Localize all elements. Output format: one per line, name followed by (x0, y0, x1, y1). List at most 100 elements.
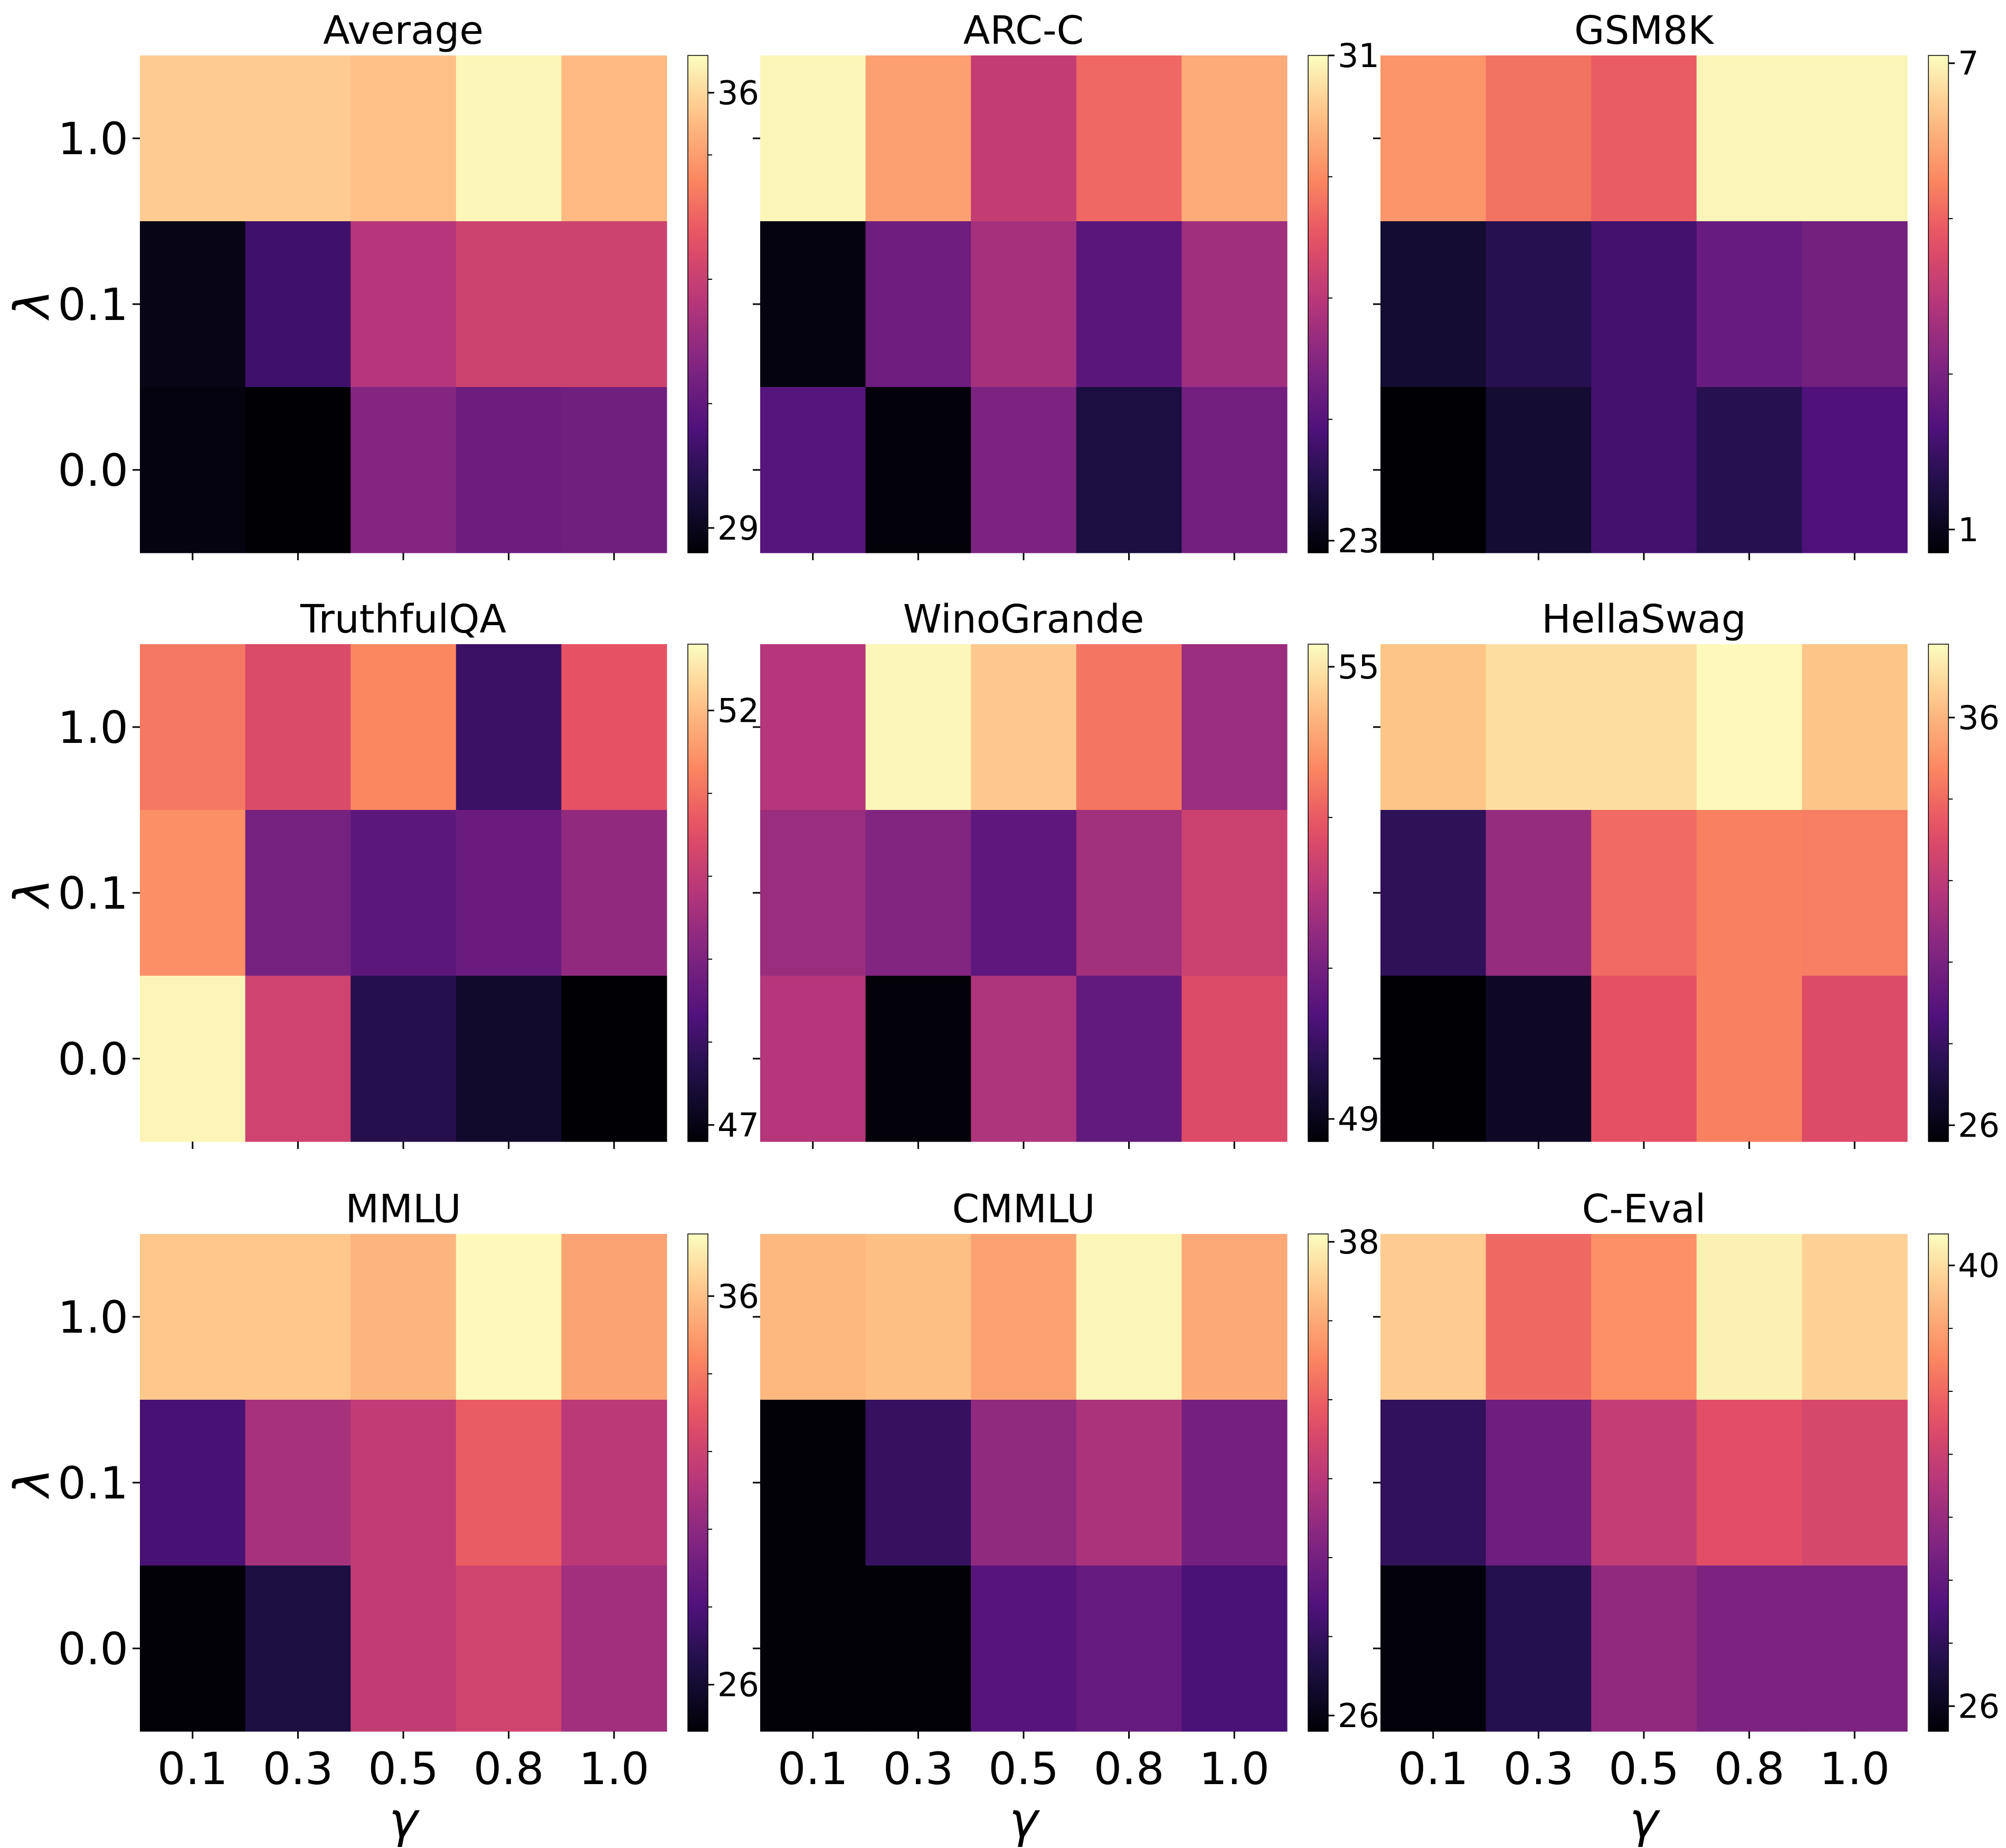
x-axis-label: γ (389, 1792, 420, 1848)
heatmap-cell (1802, 387, 1908, 553)
heatmap-cell (1591, 387, 1697, 553)
x-tick-label: 0.3 (1503, 1743, 1574, 1795)
heatmap-cell (351, 55, 457, 222)
heatmap-cell (760, 976, 866, 1142)
colorbar-tick-label: 26 (1958, 1106, 2000, 1145)
x-tick-label: 0.3 (883, 1743, 954, 1795)
x-tick-label: 0.8 (474, 1743, 544, 1795)
heatmap-cell (865, 55, 971, 222)
x-tick-label: 1.0 (579, 1743, 649, 1795)
heatmap-cell (351, 1234, 457, 1400)
heatmap-cell (140, 387, 246, 553)
panel-winogrande: WinoGrande 49 55 (753, 597, 1379, 1149)
heatmap-cell (1591, 1566, 1697, 1732)
colorbar-tick-label: 23 (1338, 522, 1379, 560)
heatmap-cell (140, 1566, 246, 1732)
heatmap-cell (245, 55, 351, 222)
colorbar (687, 644, 708, 1142)
heatmap-cell (1802, 976, 1908, 1142)
heatmap-cell (245, 644, 351, 810)
colorbar (1308, 55, 1329, 553)
heatmap-cell (456, 387, 562, 553)
heatmap-cell (1485, 55, 1592, 222)
heatmap-cell (760, 1234, 866, 1400)
panel-c-eval: C-Eval 0.1 0.3 0.5 0.8 1.0 γ 26 40 (1373, 1186, 2000, 1848)
heatmap-cell (561, 221, 667, 388)
y-axis-label: λ (4, 1468, 60, 1500)
heatmap-cell (351, 976, 457, 1142)
heatmap-cell (865, 810, 971, 976)
colorbar-tick-label: 31 (1338, 36, 1379, 75)
heatmap-cell (1076, 1234, 1182, 1400)
heatmap-cell (351, 1400, 457, 1566)
x-tick-label: 0.1 (157, 1743, 228, 1795)
heatmap-cell (1696, 387, 1802, 553)
y-tick-label: 1.0 (58, 702, 128, 753)
heatmap-cell (245, 387, 351, 553)
heatmap-cell (456, 644, 562, 810)
colorbar-tick-label: 40 (1958, 1247, 2000, 1285)
heatmap-cell (1696, 221, 1802, 388)
heatmap-cell (1076, 221, 1182, 388)
y-tick-label: 1.0 (58, 113, 128, 165)
heatmap-cell (1380, 976, 1487, 1142)
heatmap-cell (351, 221, 457, 388)
x-tick-label: 0.8 (1714, 1743, 1785, 1795)
y-tick-label: 0.0 (58, 1623, 128, 1675)
heatmap-cell (140, 221, 246, 388)
colorbar (687, 55, 708, 553)
heatmap-cell (1485, 810, 1592, 976)
heatmap-cell (865, 1234, 971, 1400)
heatmap-cell (1696, 976, 1802, 1142)
heatmap-cell (1802, 644, 1908, 810)
colorbar-tick-label: 38 (1338, 1223, 1379, 1261)
heatmap-cell (140, 810, 246, 976)
colorbar-tick-label: 26 (1338, 1696, 1379, 1735)
heatmap-cell (456, 221, 562, 388)
heatmap-cell (245, 1234, 351, 1400)
heatmap-cell (245, 810, 351, 976)
heatmap-cell (1696, 1566, 1802, 1732)
colorbar-tick-label: 29 (717, 509, 759, 548)
x-tick-label: 0.1 (1398, 1743, 1469, 1795)
heatmap-cell (456, 976, 562, 1142)
heatmap-cell (561, 1234, 667, 1400)
heatmap-cell (245, 1400, 351, 1566)
heatmap-cell (865, 976, 971, 1142)
panel-gsm8k: GSM8K 1 7 (1373, 8, 1979, 560)
colorbar (1928, 55, 1949, 553)
heatmap-cell (561, 55, 667, 222)
y-tick-label: 0.1 (58, 279, 128, 331)
heatmap-cell (971, 1234, 1077, 1400)
heatmap-cell (865, 387, 971, 553)
heatmap-cell (1076, 644, 1182, 810)
heatmap-cell (1076, 1400, 1182, 1566)
colorbar-tick-label: 52 (717, 692, 759, 730)
x-tick-label: 0.1 (778, 1743, 848, 1795)
heatmap-cell (1380, 221, 1487, 388)
colorbar-tick-label: 49 (1338, 1100, 1379, 1138)
panel-mmlu: MMLU 0.1 0.3 0.5 0.8 1.0 γ 1.0 0.1 0.0 λ 26 36 (4, 1186, 759, 1848)
colorbar-tick-label: 1 (1958, 511, 1979, 549)
colorbar-tick-label: 36 (717, 1277, 759, 1316)
y-tick-label: 1.0 (58, 1291, 128, 1343)
panel-title: ARC-C (963, 8, 1084, 53)
heatmap-cell (865, 221, 971, 388)
heatmap-cell (1380, 644, 1487, 810)
colorbar (1928, 1233, 1949, 1732)
heatmap-cell (1181, 1234, 1288, 1400)
heatmap-cell (1485, 1234, 1592, 1400)
panel-cmmlu: CMMLU 0.1 0.3 0.5 0.8 1.0 γ 26 38 (753, 1186, 1379, 1848)
heatmap-cell (1696, 1400, 1802, 1566)
heatmap-cell (971, 387, 1077, 553)
heatmap-cell (456, 55, 562, 222)
panel-truthfulqa: TruthfulQA 1.0 0.1 0.0 λ 47 52 (4, 597, 759, 1149)
colorbar-tick-label: 47 (717, 1106, 759, 1145)
heatmap-cell (351, 810, 457, 976)
heatmap-cell (456, 1400, 562, 1566)
panel-average: Average 1.0 0.1 0.0 λ 29 36 (4, 8, 759, 560)
colorbar-tick-label: 7 (1958, 44, 1979, 83)
x-axis-label: γ (1009, 1792, 1040, 1848)
heatmap-cell (561, 387, 667, 553)
